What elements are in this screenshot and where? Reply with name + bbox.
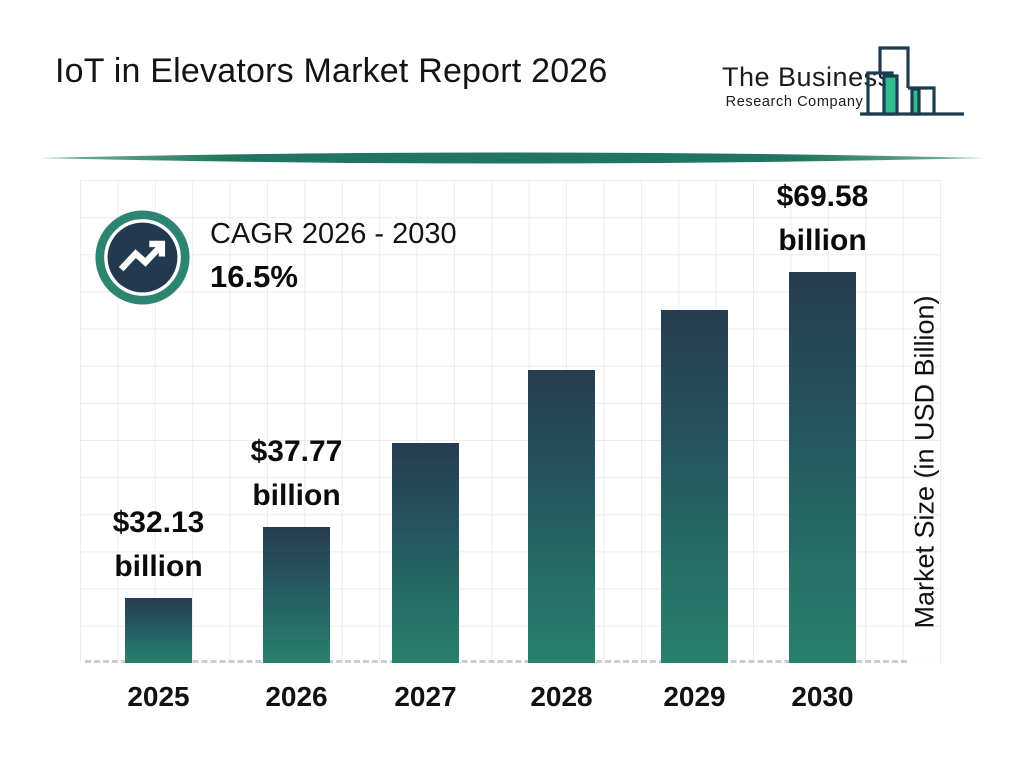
separator-line <box>38 151 986 170</box>
cagr-callout: CAGR 2026 - 2030 16.5% <box>210 218 457 295</box>
value-amount: $32.13 <box>112 506 205 539</box>
page-title: IoT in Elevators Market Report 2026 <box>55 52 608 90</box>
value-amount: $37.77 <box>250 435 343 468</box>
value-unit: billion <box>252 479 341 512</box>
x-tick-label-2027: 2027 <box>394 681 457 712</box>
logo-name: The Business <box>722 62 892 92</box>
x-tick-label-2025: 2025 <box>127 681 190 712</box>
x-tick-label-2030: 2030 <box>791 681 854 712</box>
cagr-value: 16.5% <box>210 259 298 294</box>
bar-2027 <box>392 443 459 663</box>
cagr-trend-icon <box>94 209 191 311</box>
x-tick-label-2026: 2026 <box>265 681 328 712</box>
value-amount: $69.58 <box>776 180 869 213</box>
x-tick-label-2028: 2028 <box>530 681 593 712</box>
value-unit: billion <box>778 224 867 257</box>
bar-2028 <box>528 370 595 663</box>
bar-2025 <box>125 598 192 663</box>
bar-2030 <box>789 272 856 663</box>
logo-buildings-icon <box>858 40 968 127</box>
value-label-2026: $37.77 billion <box>207 430 387 518</box>
logo-subname: Research Company <box>725 94 864 110</box>
y-axis-label: Market Size (in USD Billion) <box>909 295 940 629</box>
value-label-2030: $69.58 billion <box>733 175 913 263</box>
company-logo-text: The Business Research Company <box>722 62 892 110</box>
cagr-label: CAGR 2026 - 2030 <box>210 218 457 250</box>
bar-2026 <box>263 527 330 663</box>
value-unit: billion <box>114 550 203 583</box>
company-logo: The Business Research Company <box>722 38 972 122</box>
bar-2029 <box>661 310 728 663</box>
x-tick-label-2029: 2029 <box>663 681 726 712</box>
value-label-2025: $32.13 billion <box>69 501 249 589</box>
axis-baseline <box>85 660 907 663</box>
